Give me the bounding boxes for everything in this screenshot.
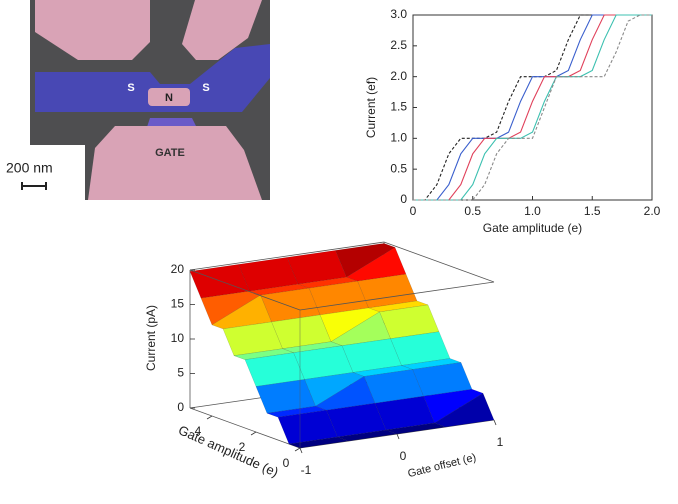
y-axis-label: Gate amplitude (e) bbox=[176, 422, 280, 479]
series-line bbox=[413, 14, 652, 201]
series-line bbox=[413, 14, 652, 201]
y-tick-label: 0.5 bbox=[390, 161, 407, 175]
y-tick-label: 3.0 bbox=[390, 7, 407, 21]
x-tick-label: -1 bbox=[301, 463, 312, 477]
z-tick-label: 15 bbox=[171, 297, 185, 311]
source-lead bbox=[35, 44, 270, 112]
micrograph: S N S GATE 200 nm bbox=[6, 0, 270, 200]
x-tick-label: 1 bbox=[497, 435, 504, 449]
source-label: S bbox=[127, 82, 134, 94]
y-tick-label: 0 bbox=[400, 192, 407, 206]
x-axis-label: Gate amplitude (e) bbox=[483, 221, 582, 235]
box-edge bbox=[383, 241, 495, 283]
top-pad-left bbox=[35, 0, 150, 60]
box-edge bbox=[299, 281, 495, 311]
x-axis-label: Gate offset (e) bbox=[407, 452, 478, 481]
drain-label: S bbox=[202, 82, 209, 94]
x-tick bbox=[396, 433, 400, 440]
series-line bbox=[413, 14, 652, 201]
box-edge bbox=[189, 407, 301, 449]
x-tick-label: 0 bbox=[400, 449, 407, 463]
x-tick bbox=[493, 419, 497, 426]
z-tick-label: 20 bbox=[171, 262, 185, 276]
gate bbox=[88, 126, 262, 200]
z-tick-label: 0 bbox=[177, 400, 184, 414]
y-tick bbox=[250, 431, 257, 436]
y-tick bbox=[294, 447, 301, 452]
x-tick-label: 1.0 bbox=[524, 204, 541, 218]
x-tick-label: 1.5 bbox=[584, 204, 601, 218]
y-tick-label: 2 bbox=[239, 440, 246, 454]
z-tick-label: 10 bbox=[171, 331, 185, 345]
top-pad-right bbox=[182, 0, 262, 60]
y-tick-label: 1.0 bbox=[390, 131, 407, 145]
y-tick-label: 2.0 bbox=[390, 69, 407, 83]
y-axis-label: Current (ef) bbox=[364, 77, 378, 138]
y-tick-label: 2.5 bbox=[390, 38, 407, 52]
y-tick-label: 1.5 bbox=[390, 100, 407, 114]
z-tick-label: 5 bbox=[177, 366, 184, 380]
box-edge bbox=[189, 241, 385, 271]
plot-frame bbox=[412, 14, 653, 201]
y-tick bbox=[206, 415, 213, 420]
x-tick-label: 2.0 bbox=[644, 204, 661, 218]
y-tick-label: 4 bbox=[195, 424, 202, 438]
box-edge bbox=[189, 269, 301, 311]
z-axis-label: Current (pA) bbox=[144, 305, 158, 371]
surface-patch bbox=[200, 290, 261, 326]
scale-bar bbox=[21, 182, 47, 190]
series-line bbox=[413, 14, 652, 201]
series-line bbox=[413, 14, 652, 201]
scale-bar-label: 200 nm bbox=[6, 160, 53, 176]
island bbox=[148, 88, 190, 106]
gate-label: GATE bbox=[155, 147, 185, 159]
x-tick-label: 0.5 bbox=[464, 204, 481, 218]
y-tick-label: 0 bbox=[283, 456, 290, 470]
island-label: N bbox=[165, 92, 173, 104]
x-tick-label: 0 bbox=[410, 204, 417, 218]
surface-patch bbox=[288, 436, 349, 449]
x-tick bbox=[299, 447, 303, 454]
